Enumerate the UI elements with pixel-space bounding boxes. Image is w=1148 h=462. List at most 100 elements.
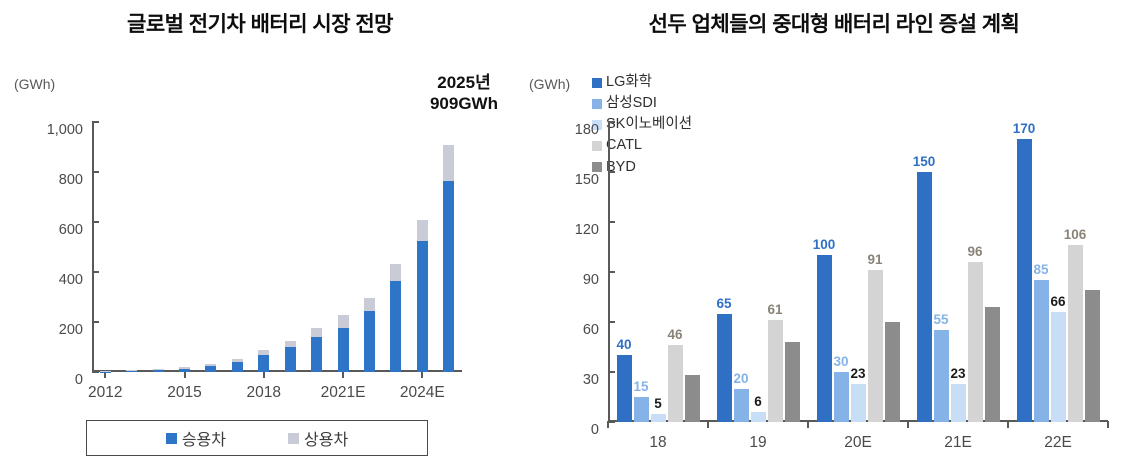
left-y-tick-label: 200	[58, 322, 83, 338]
bar-segment-passenger	[205, 366, 217, 372]
left-y-tick-label: 0	[74, 372, 83, 388]
left-y-tick-label: 400	[58, 272, 83, 288]
right-x-tick-label: 21E	[944, 434, 972, 451]
right-bar-group: 170 85 66 106	[1013, 121, 1100, 422]
right-bar[interactable]	[1016, 138, 1032, 422]
right-bar-value-label: 96	[967, 244, 983, 259]
right-bar[interactable]	[833, 372, 849, 422]
right-bar[interactable]	[1084, 290, 1100, 422]
left-stacked-bar[interactable]	[179, 367, 190, 372]
right-bar[interactable]	[684, 375, 700, 422]
right-chart-panel: 선두 업체들의 중대형 배터리 라인 증설 계획	[520, 0, 1148, 462]
right-bar[interactable]	[1033, 280, 1049, 422]
bar-segment-passenger	[390, 280, 402, 372]
bar-segment-commercial	[284, 340, 296, 348]
legend-label-byd: BYD	[606, 158, 636, 175]
right-y-tick-mark	[608, 271, 615, 273]
bar-segment-passenger	[443, 180, 455, 372]
right-bar-value-label: 30	[833, 354, 849, 369]
right-x-tick-mark	[1107, 421, 1109, 428]
callout-value: 909GWh	[429, 94, 498, 114]
right-y-tick-label: 30	[582, 372, 599, 388]
right-bar[interactable]	[733, 388, 749, 422]
left-stacked-bar[interactable]	[205, 363, 217, 372]
left-y-tick-mark	[92, 171, 99, 173]
right-bar[interactable]	[967, 262, 983, 422]
right-bar-value-label: 20	[733, 370, 749, 386]
right-bar[interactable]	[884, 322, 900, 422]
legend-label-commercial: 상용차	[304, 432, 349, 449]
left-stacked-bar[interactable]	[152, 368, 164, 372]
left-stacked-bar[interactable]	[258, 350, 270, 372]
right-x-tick-label: 19	[749, 434, 767, 451]
left-stacked-bar[interactable]	[126, 370, 138, 372]
bar-segment-passenger	[231, 362, 243, 372]
left-y-tick-mark	[92, 121, 99, 123]
right-bar[interactable]	[950, 383, 966, 422]
right-bar[interactable]	[850, 383, 866, 422]
right-x-tick-label: 20E	[844, 434, 872, 451]
right-bar[interactable]	[1067, 245, 1083, 422]
right-bar[interactable]	[716, 313, 732, 422]
right-bar[interactable]	[650, 413, 666, 422]
right-bar-value-label: 23	[850, 365, 866, 381]
left-stacked-bar[interactable]	[99, 371, 111, 372]
right-bar[interactable]	[1050, 312, 1066, 422]
left-stacked-bar[interactable]	[390, 263, 402, 372]
left-stacked-bar[interactable]	[311, 327, 323, 372]
legend-label-sk-innovation: SK이노베이션	[606, 116, 693, 133]
right-y-tick-label: 150	[574, 172, 599, 188]
right-y-tick-label: 120	[574, 222, 599, 238]
right-bar[interactable]	[616, 355, 632, 422]
left-y-tick-mark	[92, 271, 99, 273]
right-bar[interactable]	[750, 412, 766, 422]
right-y-axis-unit: (GWh)	[529, 76, 571, 92]
left-stacked-bar[interactable]	[284, 340, 296, 372]
left-stacked-bar[interactable]	[364, 297, 375, 372]
right-bar[interactable]	[933, 330, 949, 422]
callout-year: 2025년	[437, 73, 491, 92]
left-chart-title: 글로벌 전기차 배터리 시장 전망	[127, 13, 394, 36]
right-bar[interactable]	[984, 307, 1000, 422]
left-stacked-bar[interactable]	[337, 315, 349, 372]
left-stacked-bar[interactable]	[443, 144, 455, 372]
right-x-tick-mark	[907, 421, 909, 428]
right-bar[interactable]	[867, 270, 883, 422]
right-bar-value-label: 23	[950, 365, 966, 381]
legend-swatch-sk-innovation-icon	[592, 119, 602, 130]
right-bar[interactable]	[767, 320, 783, 422]
bar-segment-commercial	[416, 220, 428, 242]
bar-segment-commercial	[258, 350, 270, 356]
right-bar-value-label: 170	[1012, 120, 1036, 136]
bar-segment-passenger	[337, 327, 349, 372]
right-bar-value-label: 15	[633, 379, 649, 394]
right-bar-value-label: 61	[767, 302, 783, 318]
left-chart-legend: 승용차 상용차	[86, 420, 428, 456]
legend-label-catl: CATL	[606, 137, 642, 154]
left-stacked-bar[interactable]	[416, 220, 428, 372]
right-bar[interactable]	[916, 172, 932, 422]
right-bar[interactable]	[667, 345, 683, 422]
right-bar[interactable]	[633, 397, 649, 422]
right-bar-value-label: 5	[654, 395, 662, 411]
left-y-tick-label: 600	[58, 222, 83, 238]
right-chart-title: 선두 업체들의 중대형 배터리 라인 증설 계획	[648, 13, 1020, 36]
right-y-tick-mark	[608, 321, 615, 323]
right-bar[interactable]	[784, 342, 800, 422]
bar-segment-commercial	[205, 363, 217, 366]
bar-segment-passenger	[99, 371, 111, 372]
bar-segment-passenger	[416, 241, 428, 372]
bar-segment-commercial	[443, 144, 455, 181]
bar-segment-passenger	[179, 368, 190, 372]
right-bar[interactable]	[816, 255, 832, 422]
left-x-axis	[92, 370, 462, 372]
bar-segment-commercial	[364, 297, 375, 311]
legend-label-lg-chem: LG화학	[606, 74, 653, 90]
legend-item-catl: CATL	[592, 136, 692, 155]
bar-segment-commercial	[337, 315, 349, 328]
right-bar-group: 100 30 23 91	[813, 122, 900, 422]
right-x-tick-label: 22E	[1044, 434, 1072, 451]
left-stacked-bar[interactable]	[231, 358, 243, 372]
right-y-tick-label: 0	[590, 422, 599, 438]
